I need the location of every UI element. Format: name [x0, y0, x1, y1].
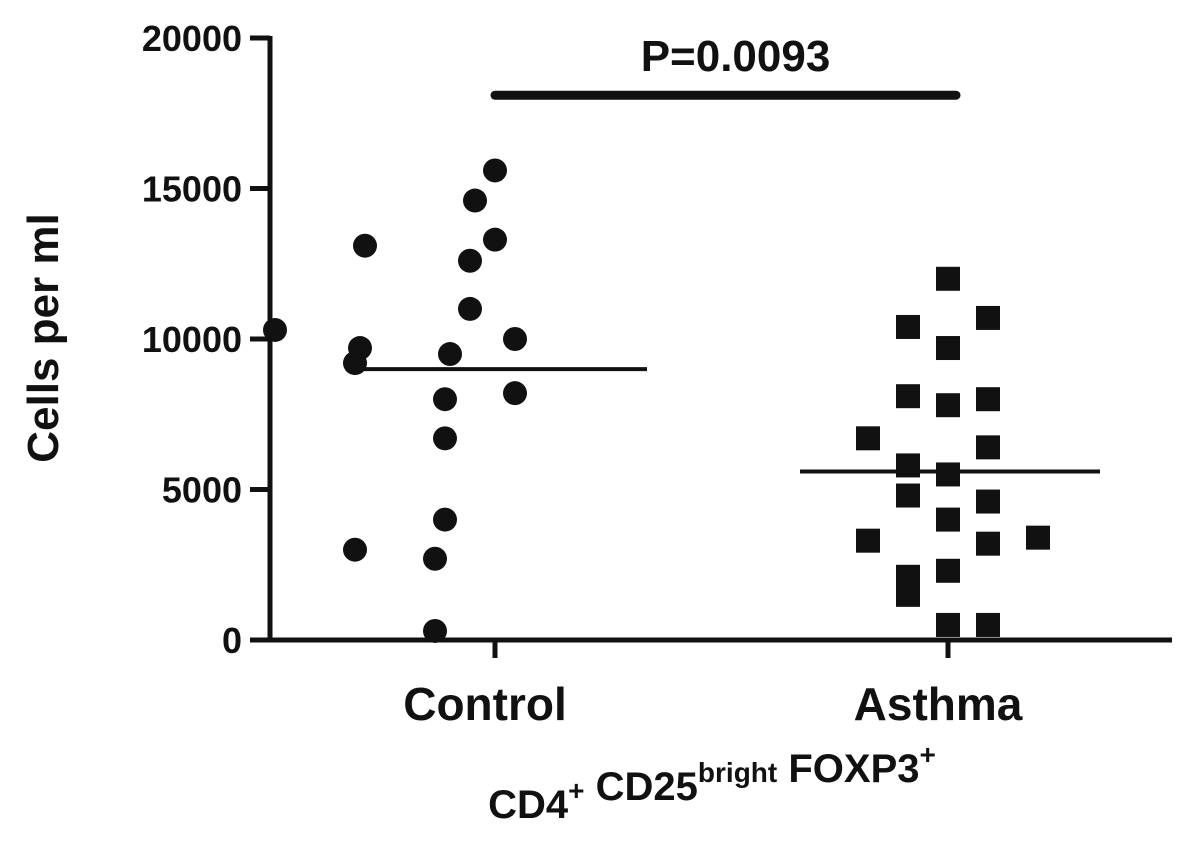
asthma-data-point: [976, 435, 1000, 460]
asthma-data-point: [936, 558, 960, 583]
asthma-data-point: [936, 507, 960, 532]
x-category-label: Control: [403, 678, 567, 730]
control-data-point: [503, 327, 527, 351]
labels: 0 5000 10000 15000 20000 Control Asthma Cells p…: [19, 18, 1023, 827]
asthma-data-point: [856, 528, 880, 553]
y-tick-label: 15000: [142, 169, 242, 210]
control-data-point: [433, 387, 457, 412]
asthma-data-point: [976, 387, 1000, 412]
control-data-point: [463, 188, 487, 213]
x-axis-title-superscript: bright: [698, 757, 777, 788]
asthma-data-point: [896, 314, 920, 339]
control-data-point: [343, 537, 367, 562]
y-tick-label: 20000: [142, 18, 242, 59]
axes: [250, 35, 1172, 658]
control-data-point: [343, 351, 367, 376]
control-data-point: [458, 296, 482, 321]
asthma-data-point: [856, 426, 880, 451]
control-data-point: [423, 546, 447, 571]
control-data-point: [433, 507, 457, 532]
y-tick-label: 5000: [162, 470, 242, 511]
control-data-point: [263, 317, 287, 342]
asthma-data-point: [976, 531, 1000, 556]
asthma-data-point: [976, 489, 1000, 514]
data-marks: [263, 90, 1100, 643]
asthma-data-point: [936, 266, 960, 291]
asthma-data-point: [1026, 525, 1050, 550]
control-data-point: [483, 158, 507, 183]
asthma-data-point: [896, 384, 920, 409]
control-data-point: [483, 227, 507, 252]
asthma-data-point: [976, 305, 1000, 330]
x-axis-title-part: CD4: [488, 783, 569, 827]
p-value-annotation: P=0.0093: [641, 32, 831, 81]
x-axis-title-part: FOXP3: [777, 747, 919, 791]
asthma-data-point: [936, 612, 960, 637]
asthma-data-point: [976, 612, 1000, 637]
x-axis-title: CD4+ CD25bright FOXP3+: [488, 739, 936, 827]
y-axis-title: Cells per ml: [19, 213, 68, 462]
asthma-data-point: [896, 453, 920, 478]
control-data-point: [433, 426, 457, 451]
x-axis-title-superscript: +: [568, 775, 584, 806]
asthma-data-point: [936, 336, 960, 361]
y-tick-label: 10000: [142, 319, 242, 360]
asthma-data-point: [936, 462, 960, 487]
control-data-point: [503, 381, 527, 406]
control-data-point: [438, 342, 462, 367]
x-axis-title-superscript: +: [920, 739, 936, 770]
control-data-point: [458, 248, 482, 273]
control-data-point: [353, 233, 377, 258]
asthma-data-point: [936, 393, 960, 418]
x-category-label: Asthma: [854, 678, 1023, 730]
control-data-point: [423, 618, 447, 643]
asthma-data-point: [896, 582, 920, 607]
y-tick-label: 0: [222, 620, 242, 661]
x-axis-title-part: CD25: [585, 765, 698, 809]
asthma-data-point: [896, 483, 920, 508]
